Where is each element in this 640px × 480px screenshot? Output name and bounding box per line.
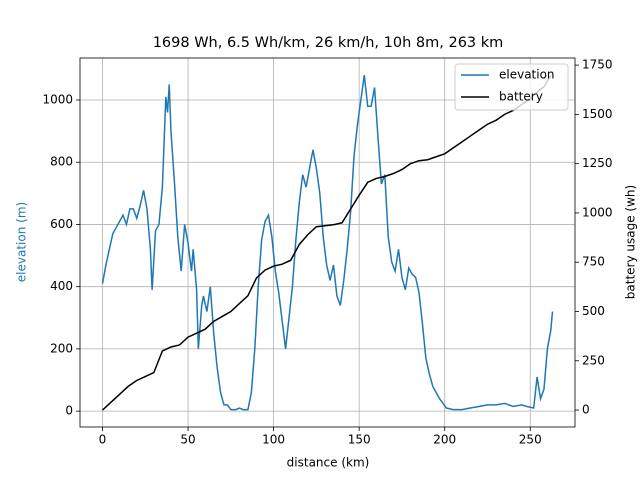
y2-tick-label: 1750 [582, 58, 613, 72]
y2-tick-label: 750 [582, 255, 605, 269]
data-line [101, 74, 552, 411]
x-tick-label: 100 [262, 433, 285, 447]
x-tick-label: 150 [348, 433, 371, 447]
y2-tick-label: 1250 [582, 156, 613, 170]
legend: elevation battery [454, 63, 569, 111]
x-tick-label: 0 [99, 433, 107, 447]
y-tick-label: 0 [65, 404, 73, 418]
y2-tick-label: 0 [582, 403, 590, 417]
x-tick-label: 250 [519, 433, 542, 447]
y-tick-label: 1000 [42, 93, 73, 107]
y-axis-label: elevation (m) [15, 202, 29, 282]
y2-tick-label: 500 [582, 304, 605, 318]
chart-title: 1698 Wh, 6.5 Wh/km, 26 km/h, 10h 8m, 263… [153, 35, 504, 51]
legend-label: elevation [499, 68, 555, 82]
x-tick-label: 50 [180, 433, 195, 447]
data-line [101, 75, 554, 411]
y-tick-label: 600 [50, 217, 73, 231]
legend-label: battery [499, 90, 543, 104]
y-tick-label: 200 [50, 341, 73, 355]
y2-tick-label: 1500 [582, 107, 613, 121]
x-axis-label: distance (km) [287, 456, 370, 470]
y-tick-label: 800 [50, 155, 73, 169]
y2-tick-label: 250 [582, 353, 605, 367]
x-tick-label: 200 [433, 433, 456, 447]
y-tick-label: 400 [50, 279, 73, 293]
y2-axis-label: battery usage (wh) [624, 185, 638, 299]
y2-tick-label: 1000 [582, 205, 613, 219]
plot-frame [79, 57, 576, 428]
